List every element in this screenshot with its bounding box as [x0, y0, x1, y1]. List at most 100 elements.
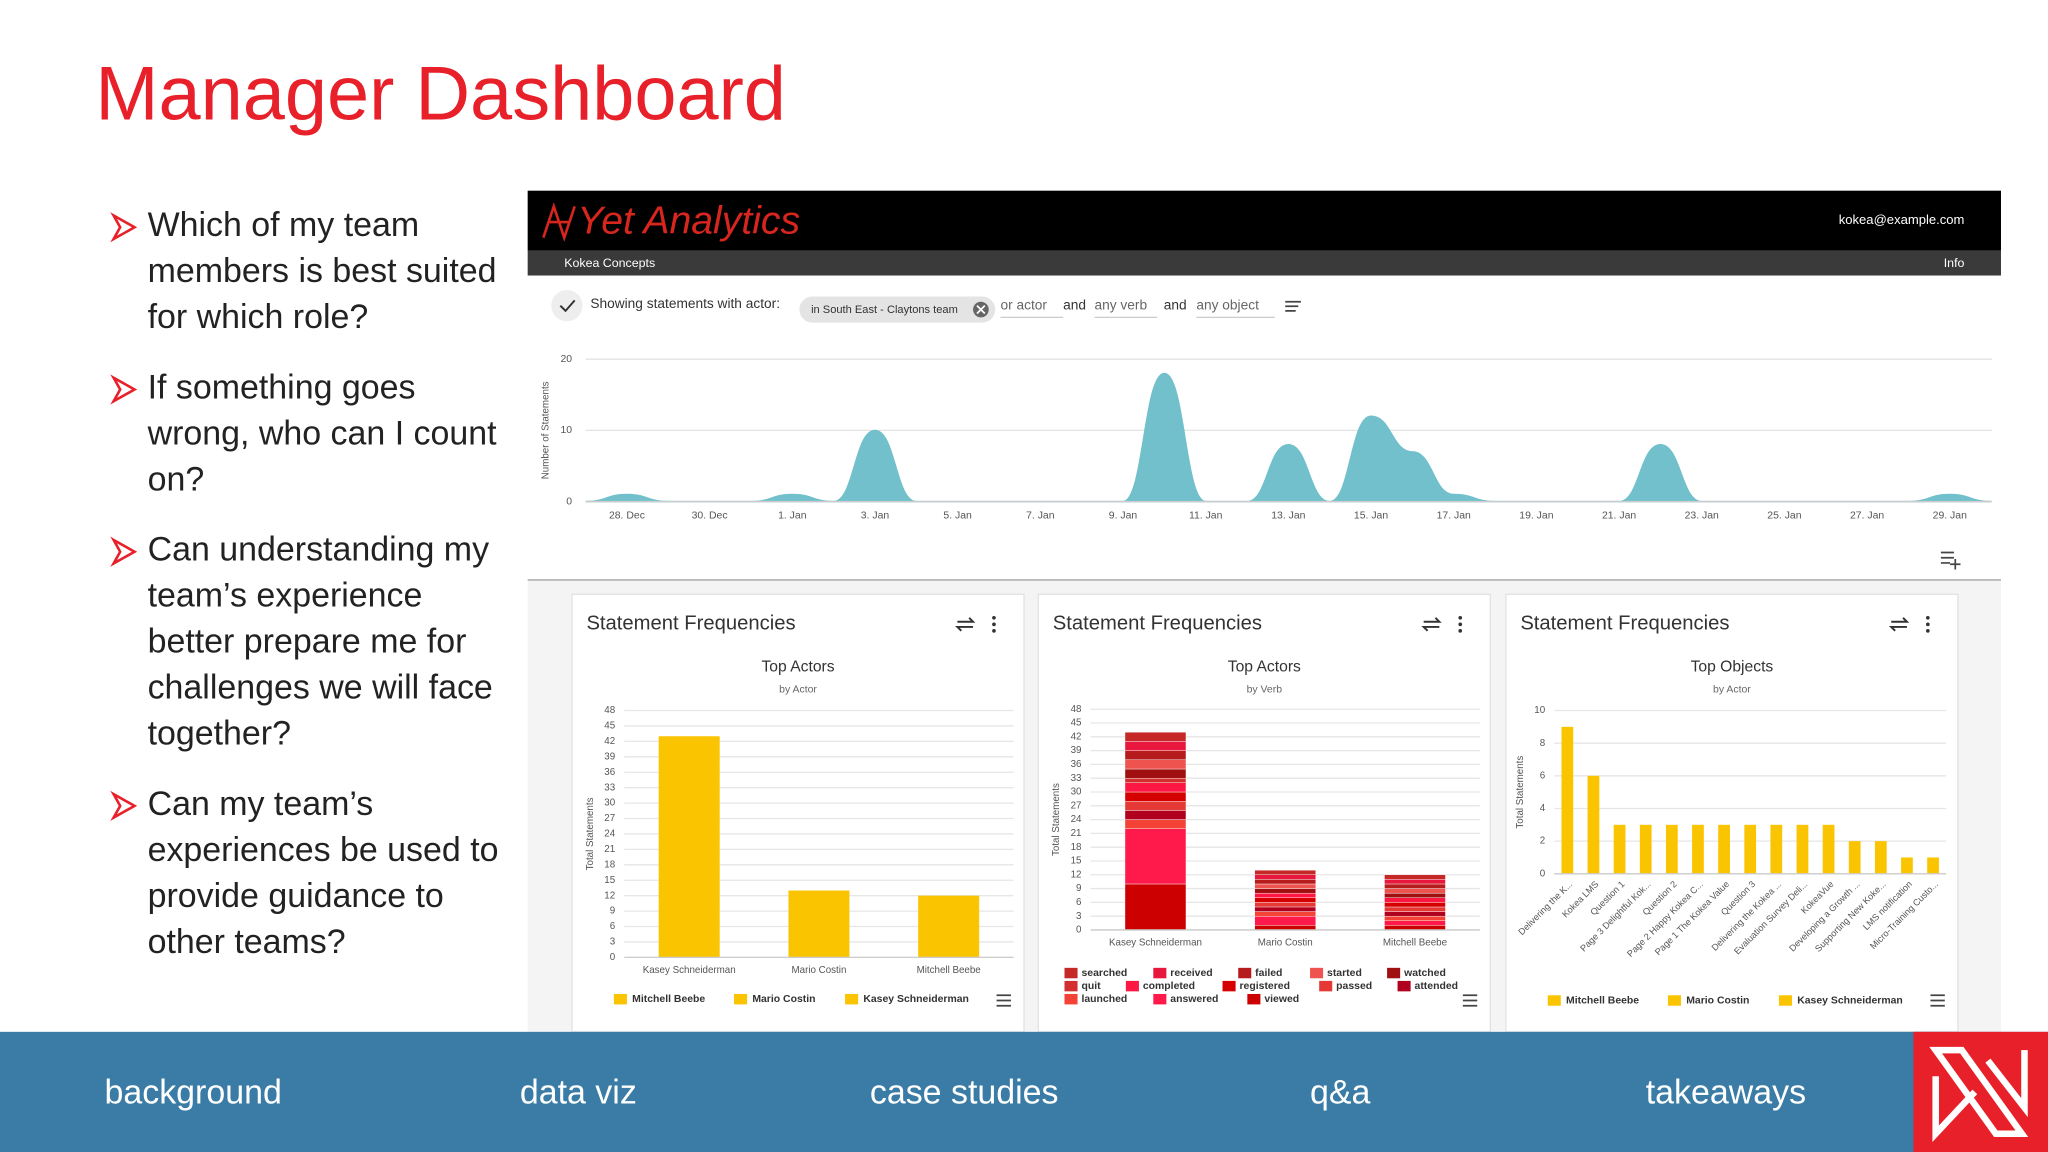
nav-item[interactable]: background — [104, 1073, 281, 1111]
bar-segment — [1254, 874, 1316, 880]
legend-label[interactable]: Mario Costin — [752, 994, 815, 1005]
y-tick-label: 3 — [1076, 911, 1082, 922]
legend-label[interactable]: Mario Costin — [1686, 995, 1749, 1006]
legend-menu[interactable] — [996, 994, 1011, 1007]
legend-label[interactable]: failed — [1255, 968, 1282, 979]
bullet-text: for which role? — [148, 298, 369, 336]
legend-label[interactable]: Kasey Schneiderman — [863, 994, 969, 1005]
menu-dot[interactable] — [1926, 622, 1930, 627]
menu-dot[interactable] — [1458, 629, 1463, 633]
bullet-list: Which of my team members is best suited fo… — [110, 206, 499, 961]
y-tick-label: 21 — [1071, 828, 1082, 839]
chart-title: Top Actors — [1228, 659, 1301, 676]
menu-dot[interactable] — [992, 629, 996, 633]
filter-term[interactable]: any object — [1196, 297, 1259, 312]
bullet-arrow — [110, 790, 138, 822]
bar-segment — [1384, 915, 1446, 921]
add-chart-button[interactable] — [1940, 551, 1961, 570]
swap-button[interactable] — [1421, 617, 1442, 632]
legend-label[interactable]: completed — [1143, 981, 1195, 992]
filter-term: and — [1063, 297, 1086, 312]
legend-label[interactable]: launched — [1081, 994, 1127, 1005]
chart-subtitle: by Actor — [779, 684, 817, 695]
legend-label[interactable]: passed — [1336, 981, 1372, 992]
legend-label[interactable]: watched — [1403, 968, 1446, 979]
legend-label[interactable]: received — [1170, 968, 1212, 979]
bar-segment — [1384, 883, 1446, 889]
bar — [918, 895, 980, 958]
user-email[interactable]: kokea@example.com — [1839, 212, 1965, 227]
legend-swatch — [1222, 980, 1236, 992]
bar-segment — [1254, 897, 1316, 903]
bar-segment — [1124, 801, 1187, 811]
nav-item[interactable]: case studies — [870, 1073, 1059, 1111]
bullet-arrow — [110, 212, 138, 243]
legend-label[interactable]: registered — [1240, 981, 1290, 992]
filter-term[interactable]: or actor — [1000, 297, 1047, 312]
menu-dot[interactable] — [992, 622, 996, 627]
menu-dot[interactable] — [992, 615, 996, 620]
org-name[interactable]: Kokea Concepts — [564, 256, 655, 270]
menu-dot[interactable] — [1926, 629, 1930, 633]
y-tick-label: 45 — [604, 721, 615, 732]
bullet-text: Can my team’s — [148, 785, 374, 823]
legend-menu[interactable] — [1930, 994, 1945, 1007]
footer-nav: background data viz case studies q&a takeawa… — [104, 1073, 1806, 1111]
legend-label[interactable]: quit — [1081, 981, 1101, 992]
bar — [1692, 824, 1704, 874]
bar — [1639, 824, 1652, 874]
bar-segment — [1124, 768, 1187, 779]
menu-dot[interactable] — [1458, 615, 1463, 620]
x-tick-label: 15. Jan — [1354, 511, 1388, 522]
bar-segment — [1124, 828, 1187, 885]
legend-label[interactable]: viewed — [1264, 994, 1299, 1005]
bar — [1770, 824, 1783, 874]
swap-button[interactable] — [1888, 617, 1910, 632]
nav-item[interactable]: data viz — [520, 1073, 637, 1111]
bullet-text: wrong, who can I count — [147, 414, 498, 452]
bar-segment — [1384, 902, 1446, 908]
nav-item[interactable]: takeaways — [1646, 1073, 1806, 1111]
y-tick-label: 0 — [566, 496, 572, 507]
x-tick-label: 23. Jan — [1685, 511, 1719, 522]
x-tick-label: 19. Jan — [1519, 511, 1553, 522]
legend-label[interactable]: searched — [1081, 968, 1127, 979]
bar-segment — [1124, 759, 1187, 770]
y-tick-label: 42 — [1071, 731, 1082, 742]
check-button[interactable] — [551, 289, 583, 322]
timeline-chart: 0 10 20 Number of Statements 28. Dec 30. Dec 1… — [541, 354, 1992, 522]
legend-label[interactable]: Kasey Schneiderman — [1797, 995, 1903, 1006]
x-tick-label: Mitchell Beebe — [1383, 938, 1447, 949]
legend-label[interactable]: started — [1327, 968, 1362, 979]
footer-logo-mark — [1929, 1046, 2029, 1142]
y-axis-label: Total Statements — [1051, 783, 1062, 856]
y-tick-label: 4 — [1540, 803, 1546, 814]
x-tick-label: 3. Jan — [861, 511, 890, 522]
legend-label[interactable]: Mitchell Beebe — [632, 994, 705, 1005]
swap-button[interactable] — [955, 617, 976, 632]
actor-chip[interactable] — [799, 296, 996, 323]
bullet-text: challenges we will face — [148, 669, 493, 707]
info-link[interactable]: Info — [1944, 256, 1965, 270]
panel-heading: Statement Frequencies — [1520, 613, 1729, 635]
legend-label[interactable]: attended — [1415, 981, 1459, 992]
bar-segment — [1124, 778, 1187, 783]
logo-stroke — [1932, 1076, 1978, 1142]
legend-menu[interactable] — [1462, 994, 1478, 1007]
menu-dot[interactable] — [1458, 622, 1463, 627]
y-tick-label: 18 — [1071, 842, 1082, 853]
legend-label[interactable]: Mitchell Beebe — [1566, 995, 1639, 1006]
sub-bar — [527, 250, 2001, 276]
bar — [1613, 824, 1626, 874]
bar-segment — [1384, 888, 1446, 894]
y-tick-label: 18 — [604, 859, 615, 870]
filter-menu[interactable] — [1285, 300, 1301, 312]
nav-item[interactable]: q&a — [1310, 1073, 1371, 1111]
menu-dot[interactable] — [1926, 615, 1930, 620]
legend-swatch — [1153, 967, 1167, 979]
y-tick-label: 0 — [610, 952, 616, 963]
filter-term[interactable]: any verb — [1095, 297, 1148, 312]
legend-label[interactable]: answered — [1170, 994, 1218, 1005]
bar-segment — [1124, 782, 1187, 793]
